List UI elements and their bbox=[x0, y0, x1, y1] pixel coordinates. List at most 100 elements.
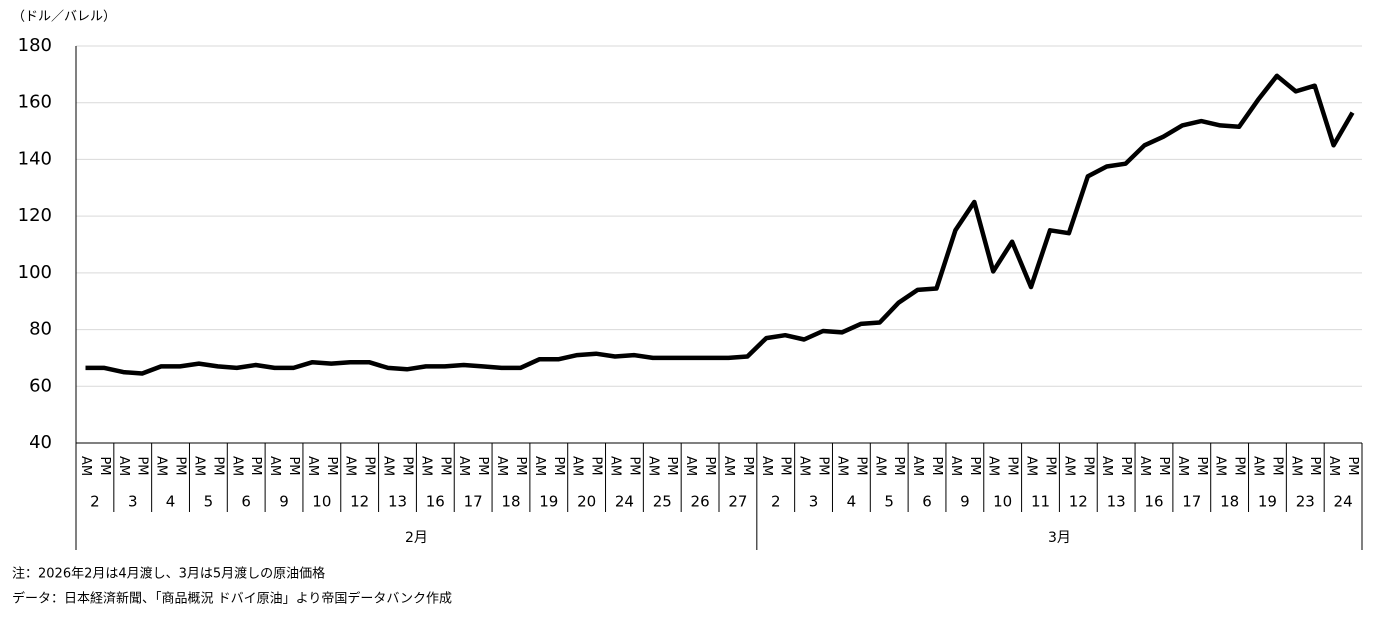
x-tick-label: PM bbox=[475, 456, 490, 475]
y-tick-label: 180 bbox=[18, 35, 52, 56]
day-label: 5 bbox=[204, 493, 214, 511]
x-tick-label: PM bbox=[891, 456, 906, 475]
x-tick-label: AM bbox=[721, 456, 736, 476]
x-tick-label: AM bbox=[381, 456, 396, 476]
x-tick-label: PM bbox=[210, 456, 225, 475]
x-tick-label: PM bbox=[740, 456, 755, 475]
x-tick-label: AM bbox=[267, 456, 282, 476]
x-tick-label: AM bbox=[191, 456, 206, 476]
day-label: 13 bbox=[1107, 493, 1126, 511]
day-label: 9 bbox=[960, 493, 970, 511]
day-label: 13 bbox=[388, 493, 407, 511]
day-label: 25 bbox=[653, 493, 672, 511]
x-tick-label: AM bbox=[418, 456, 433, 476]
x-tick-label: PM bbox=[362, 456, 377, 475]
x-tick-label: AM bbox=[78, 456, 93, 476]
x-tick-label: PM bbox=[1005, 456, 1020, 475]
day-label: 23 bbox=[1296, 493, 1315, 511]
x-tick-label: AM bbox=[948, 456, 963, 476]
day-label: 5 bbox=[884, 493, 894, 511]
x-tick-label: PM bbox=[626, 456, 641, 475]
y-tick-label: 120 bbox=[18, 205, 52, 226]
day-label: 27 bbox=[728, 493, 747, 511]
x-tick-label: PM bbox=[664, 456, 679, 475]
x-tick-label: AM bbox=[1061, 456, 1076, 476]
x-tick-label: PM bbox=[1156, 456, 1171, 475]
x-tick-label: PM bbox=[1232, 456, 1247, 475]
day-label: 6 bbox=[241, 493, 251, 511]
month-label: 3月 bbox=[1048, 530, 1071, 546]
day-label: 16 bbox=[1144, 493, 1163, 511]
x-tick-label: AM bbox=[834, 456, 849, 476]
x-tick-label: AM bbox=[607, 456, 622, 476]
x-tick-label: PM bbox=[248, 456, 263, 475]
x-tick-label: PM bbox=[513, 456, 528, 475]
x-tick-label: AM bbox=[797, 456, 812, 476]
y-axis-label: （ドル／バレル） bbox=[12, 10, 116, 25]
x-tick-label: PM bbox=[551, 456, 566, 475]
y-tick-label: 140 bbox=[18, 148, 52, 169]
x-tick-label: AM bbox=[1137, 456, 1152, 476]
x-tick-label: PM bbox=[778, 456, 793, 475]
x-tick-label: AM bbox=[116, 456, 131, 476]
y-tick-label: 40 bbox=[29, 432, 52, 453]
x-tick-label: AM bbox=[229, 456, 244, 476]
x-tick-label: PM bbox=[929, 456, 944, 475]
x-tick-label: PM bbox=[286, 456, 301, 475]
x-tick-label: AM bbox=[456, 456, 471, 476]
day-label: 19 bbox=[539, 493, 558, 511]
y-tick-label: 160 bbox=[18, 92, 52, 113]
x-tick-label: AM bbox=[154, 456, 169, 476]
x-tick-label: PM bbox=[1194, 456, 1209, 475]
y-tick-label: 80 bbox=[29, 319, 52, 340]
x-tick-label: AM bbox=[570, 456, 585, 476]
x-tick-label: AM bbox=[1099, 456, 1114, 476]
x-tick-label: AM bbox=[532, 456, 547, 476]
note: 注：2026年2月は4月渡し、3月は5月渡しの原油価格 bbox=[12, 566, 325, 582]
x-tick-label: AM bbox=[872, 456, 887, 476]
day-label: 3 bbox=[128, 493, 138, 511]
x-tick-label: PM bbox=[589, 456, 604, 475]
day-label: 17 bbox=[1182, 493, 1201, 511]
x-tick-label: AM bbox=[305, 456, 320, 476]
x-tick-label: PM bbox=[97, 456, 112, 475]
x-tick-label: AM bbox=[1024, 456, 1039, 476]
x-tick-label: PM bbox=[1080, 456, 1095, 475]
month-label: 2月 bbox=[405, 530, 428, 546]
x-tick-label: AM bbox=[343, 456, 358, 476]
x-tick-label: PM bbox=[1042, 456, 1057, 475]
day-label: 4 bbox=[166, 493, 176, 511]
day-label: 26 bbox=[691, 493, 710, 511]
x-tick-label: AM bbox=[1213, 456, 1228, 476]
day-label: 24 bbox=[615, 493, 634, 511]
y-tick-label: 60 bbox=[29, 375, 52, 396]
y-tick-label: 100 bbox=[18, 262, 52, 283]
day-label: 10 bbox=[312, 493, 331, 511]
x-tick-label: AM bbox=[1326, 456, 1341, 476]
x-tick-label: PM bbox=[1269, 456, 1284, 475]
day-label: 2 bbox=[90, 493, 100, 511]
note: データ：日本経済新聞、「商品概況 ドバイ原油」より帝国データバンク作成 bbox=[12, 591, 452, 607]
data-line bbox=[85, 73, 1355, 376]
x-tick-label: AM bbox=[986, 456, 1001, 476]
x-tick-label: AM bbox=[683, 456, 698, 476]
day-label: 6 bbox=[922, 493, 932, 511]
day-label: 12 bbox=[1069, 493, 1088, 511]
x-tick-label: PM bbox=[967, 456, 982, 475]
day-label: 3 bbox=[809, 493, 819, 511]
x-tick-label: PM bbox=[853, 456, 868, 475]
day-label: 17 bbox=[464, 493, 483, 511]
x-tick-label: AM bbox=[1250, 456, 1265, 476]
day-label: 18 bbox=[501, 493, 520, 511]
day-label: 18 bbox=[1220, 493, 1239, 511]
day-label: 16 bbox=[426, 493, 445, 511]
x-tick-label: PM bbox=[399, 456, 414, 475]
x-tick-label: PM bbox=[1307, 456, 1322, 475]
x-tick-label: PM bbox=[816, 456, 831, 475]
x-tick-label: PM bbox=[1118, 456, 1133, 475]
x-tick-label: AM bbox=[494, 456, 509, 476]
x-tick-label: AM bbox=[645, 456, 660, 476]
day-label: 20 bbox=[577, 493, 596, 511]
day-label: 4 bbox=[847, 493, 857, 511]
